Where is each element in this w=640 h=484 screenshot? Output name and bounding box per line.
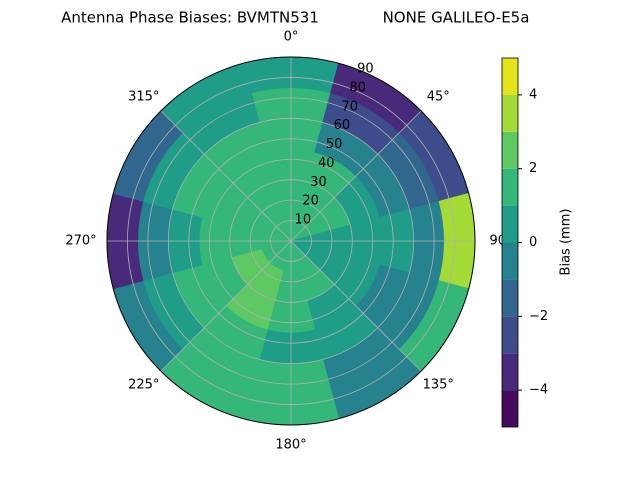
theta-tick-label: 270° — [65, 234, 96, 249]
r-tick-label: 60 — [334, 118, 351, 133]
theta-tick-label: 315° — [128, 89, 159, 104]
grid-spoke — [160, 110, 292, 242]
r-tick-label: 50 — [326, 137, 343, 152]
colorbar-tick-label: 2 — [529, 161, 537, 176]
grid-spoke — [160, 240, 292, 372]
r-tick-label: 10 — [295, 213, 312, 228]
r-tick-label: 40 — [318, 156, 335, 171]
plot-border — [106, 56, 476, 426]
chart-title: Antenna Phase Biases: BVMTN531 — [61, 9, 319, 27]
colorbar-band — [502, 205, 518, 243]
r-tick-label: 90 — [357, 62, 374, 77]
colorbar-band — [502, 316, 518, 354]
colorbar-band — [502, 131, 518, 169]
colorbar-tick-label: −4 — [529, 383, 548, 398]
colorbar-band — [502, 390, 518, 427]
theta-tick-label: 180° — [275, 438, 306, 453]
r-tick-label: 30 — [310, 175, 327, 190]
colorbar-band — [502, 168, 518, 206]
colorbar-band — [502, 58, 518, 95]
colorbar-band — [502, 94, 518, 132]
theta-tick-label: 0° — [284, 30, 299, 45]
r-tick-label: 70 — [341, 99, 358, 114]
theta-tick-label: 45° — [427, 89, 450, 104]
colorbar-band — [502, 279, 518, 317]
grid-spoke — [290, 240, 422, 372]
grid-spoke — [290, 110, 422, 242]
theta-tick-label: 225° — [128, 378, 159, 393]
colorbar-label: Bias (mm) — [559, 209, 574, 276]
colorbar-tick-label: 0 — [529, 235, 537, 250]
theta-tick-label: 135° — [423, 378, 454, 393]
chart-subtitle: NONE GALILEO-E5a — [383, 9, 530, 27]
colorbar-tick-label: −2 — [529, 309, 548, 324]
colorbar-tick-label: 4 — [529, 87, 537, 102]
r-tick-label: 20 — [302, 194, 319, 209]
colorbar-band — [502, 242, 518, 280]
colorbar-band — [502, 353, 518, 391]
r-tick-label: 80 — [349, 80, 366, 95]
